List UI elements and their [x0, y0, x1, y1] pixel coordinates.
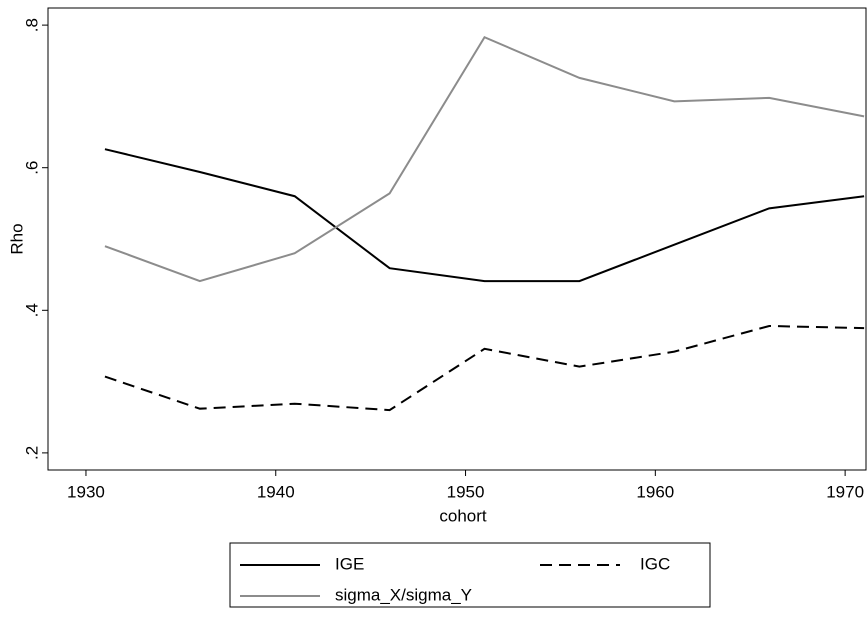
y-tick-label: .4	[22, 303, 41, 317]
y-axis-label: Rho	[7, 223, 26, 254]
x-axis-label: cohort	[439, 506, 487, 525]
x-tick-label: 1930	[67, 482, 105, 501]
y-tick-label: .2	[22, 446, 41, 460]
x-tick-label: 1940	[257, 482, 295, 501]
series-line	[104, 35, 865, 283]
y-tick-label: .8	[22, 18, 41, 32]
x-tick-label: 1960	[636, 482, 674, 501]
y-tick-label: .6	[22, 161, 41, 175]
legend-label: IGC	[640, 554, 670, 573]
legend-label: sigma_X/sigma_Y	[335, 585, 472, 604]
x-tick-label: 1950	[447, 482, 485, 501]
series-line	[104, 148, 865, 283]
series-line	[104, 324, 865, 412]
x-tick-label: 1970	[826, 482, 864, 501]
plot-frame	[47, 7, 867, 471]
legend-label: IGE	[335, 554, 364, 573]
